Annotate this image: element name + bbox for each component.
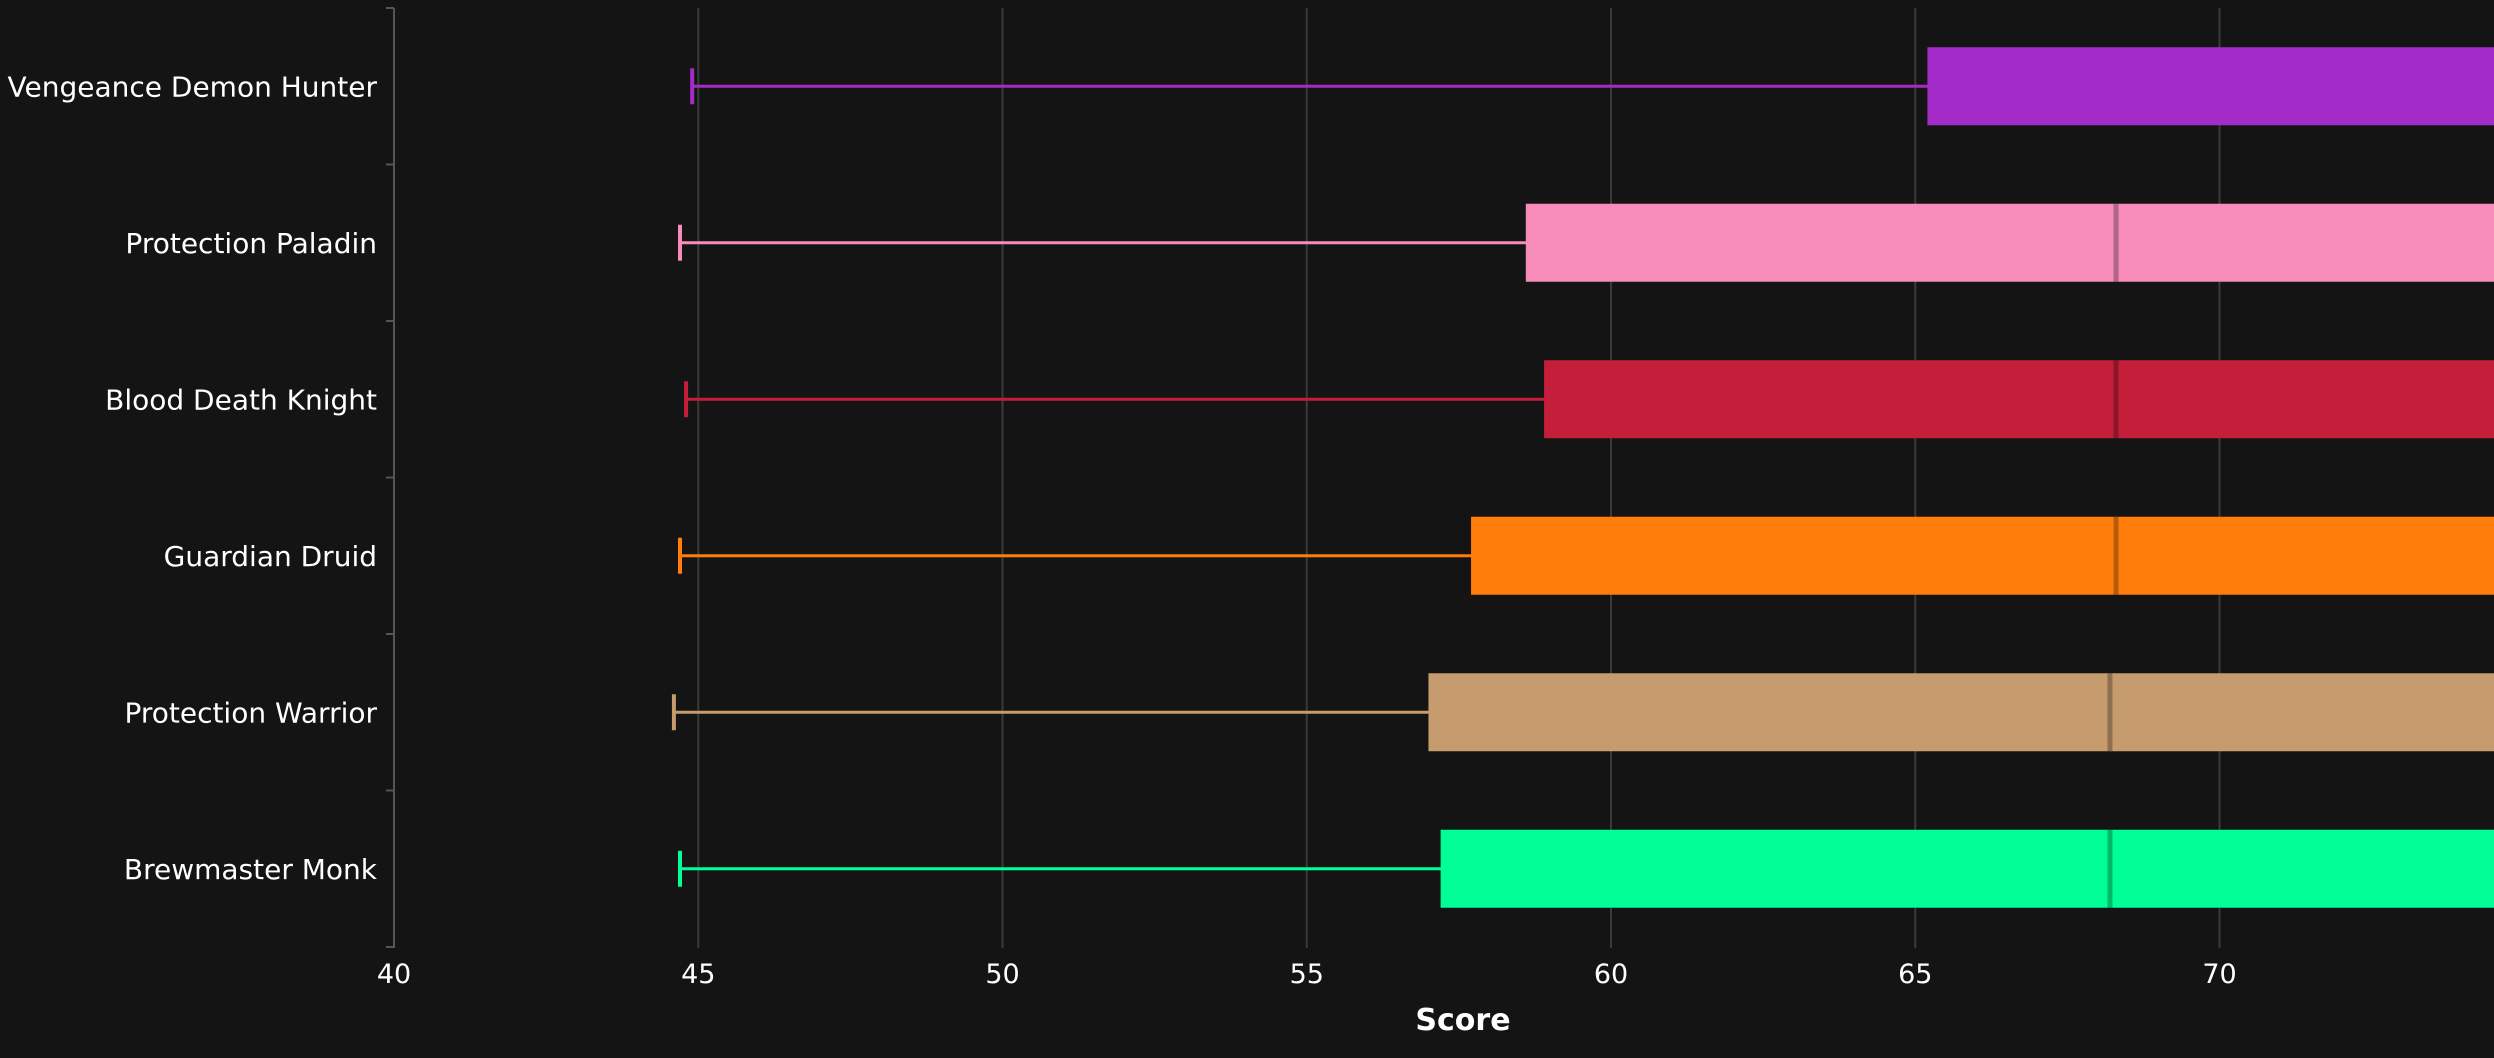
- category-label: Guardian Druid: [164, 540, 377, 573]
- box-group: [677, 829, 2494, 908]
- iqr-box: [1428, 673, 2494, 752]
- box-group: [677, 516, 2494, 595]
- x-tick-label: 40: [377, 959, 411, 990]
- x-tick-label: 50: [985, 959, 1019, 990]
- x-axis-title: Score: [1415, 1003, 1510, 1038]
- box-group: [677, 203, 2494, 282]
- x-tick-labels: 404550556065707580859095100105: [377, 959, 2237, 990]
- boxes: [671, 47, 2494, 908]
- axes: [386, 7, 395, 948]
- x-tick-label: 55: [1290, 959, 1324, 990]
- x-tick-label: 45: [681, 959, 715, 990]
- category-label: Protection Paladin: [125, 227, 377, 260]
- category-label: Vengeance Demon Hunter: [8, 70, 378, 103]
- x-tick-label: 65: [1898, 959, 1932, 990]
- iqr-box: [1440, 829, 2494, 908]
- iqr-box: [1471, 516, 2494, 595]
- category-labels: Vengeance Demon Hunter Protection Paladin…: [8, 70, 378, 886]
- category-label: Blood Death Knight: [105, 383, 377, 416]
- box-group: [690, 47, 2494, 126]
- iqr-box: [1927, 47, 2494, 126]
- box-group: [671, 673, 2494, 752]
- box-group: [684, 360, 2494, 439]
- iqr-box: [1544, 360, 2494, 439]
- grid-lines: [697, 8, 2221, 948]
- category-label: Brewmaster Monk: [124, 853, 378, 886]
- x-tick-label: 70: [2202, 959, 2236, 990]
- x-tick-label: 60: [1594, 959, 1628, 990]
- iqr-box: [1525, 203, 2494, 282]
- category-label: Protection Warrior: [124, 696, 377, 729]
